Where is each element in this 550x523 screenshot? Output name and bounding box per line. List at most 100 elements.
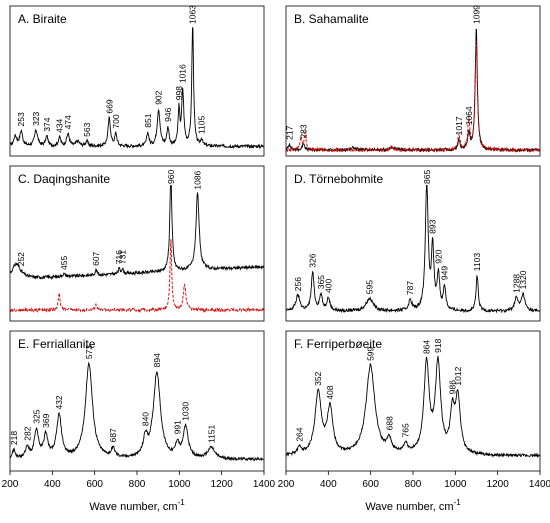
peak-label: 432 [54,395,64,409]
peak-label: 400 [323,279,333,293]
x-tick-label: 600 [86,479,103,490]
peak-label: 960 [166,170,176,184]
peak-label: 1288 [511,274,521,293]
peak-label: 607 [91,251,101,265]
panel-frame [285,330,541,472]
peak-label: 253 [16,112,26,126]
peak-label: 700 [111,114,121,128]
panel-frame [9,330,265,472]
x-tick-label: 600 [362,479,379,490]
x-tick-label: 200 [2,479,19,490]
spectrum-line [9,239,264,314]
peak-label: 669 [104,99,114,113]
peak-label: 949 [440,266,450,280]
x-axis-label: Wave number, cm-1 [365,498,461,513]
peak-label: 282 [22,426,32,440]
peak-label: 434 [55,118,65,132]
panel-title: D. Törnebohmite [294,172,383,186]
x-tick-label: 1200 [211,479,234,490]
peak-label: 326 [308,253,318,267]
peak-label: 218 [9,431,19,445]
peak-label: 325 [31,409,41,423]
peak-label: 455 [59,256,69,270]
peak-label: 865 [422,170,432,184]
peak-label: 840 [140,412,150,426]
peak-label: 283 [299,124,309,138]
x-tick-label: 1000 [168,479,191,490]
peak-label: 217 [285,125,295,139]
x-tick-label: 1200 [487,479,510,490]
peak-label: 323 [31,111,41,125]
x-axis: 200 400 600 800 1000 1200 1400 Wave number, cm-… [2,471,276,513]
peak-label: 946 [163,107,173,121]
peak-label: 1016 [178,64,188,83]
peak-label: 688 [384,416,394,430]
peak-label: 573 [84,345,94,359]
x-tick-label: 400 [44,479,61,490]
x-tick-label: 1400 [253,479,276,490]
spectrum-line [286,185,540,314]
spectrum-line [9,185,265,280]
peak-label: 1017 [454,116,464,135]
peak-label: 787 [405,281,415,295]
peak-label: 1151 [206,424,216,443]
peak-label: 716 [114,250,124,264]
peak-label: 918 [433,338,443,352]
peak-label: 374 [42,117,52,131]
peak-label: 352 [313,371,323,385]
peak-label: 474 [63,115,73,129]
panel-title: A. Biraite [18,12,67,26]
peak-label: 986 [447,380,457,394]
x-tick-label: 1000 [444,479,467,490]
peak-label: 599 [365,346,375,360]
x-axis-label: Wave number, cm-1 [89,498,185,513]
x-tick-label: 800 [405,479,422,490]
panel-frame [285,165,541,322]
spectrum-line [286,40,540,153]
peak-label: 851 [143,113,153,127]
x-tick-label: 200 [278,479,295,490]
peak-label: 595 [365,280,375,294]
panel-frame [9,5,265,157]
peak-label: 1320 [518,270,528,289]
peak-label: 408 [325,385,335,399]
x-tick-label: 400 [320,479,337,490]
peak-label: 1064 [464,106,474,125]
panel-frame [9,165,265,322]
x-tick-label: 1400 [529,479,550,490]
peak-label: 902 [154,90,164,104]
peak-label: 264 [295,427,305,441]
panel-frame [285,5,541,157]
peak-label: 894 [152,353,162,367]
x-axis: 200 400 600 800 1000 1200 1400 Wave number, cm-… [278,471,550,513]
peak-label: 1086 [193,170,203,189]
spectrum-line [10,27,264,150]
spectrum-line [286,355,541,459]
x-tick-label: 800 [129,479,146,490]
peak-label: 1105 [197,116,207,135]
peak-label: 365 [316,275,326,289]
peak-label: 998 [174,86,184,100]
peak-label: 1030 [181,402,191,421]
spectrum-line [285,28,540,153]
peak-label: 563 [82,122,92,136]
peak-label: 920 [433,249,443,263]
peak-label: 765 [401,423,411,437]
peak-label: 369 [41,413,51,427]
panel-title: E. Ferriallanite [18,337,96,351]
peak-label: 864 [422,340,432,354]
peak-label: 1099 [471,5,481,24]
spectrum-line [9,361,264,462]
peak-label: 991 [172,420,182,434]
peak-label: 1103 [472,253,482,272]
peak-label: 687 [108,428,118,442]
peak-label: 256 [293,277,303,291]
peak-label: 1063 [188,5,198,24]
panel-title: F. Ferriperbøeite [294,337,382,351]
